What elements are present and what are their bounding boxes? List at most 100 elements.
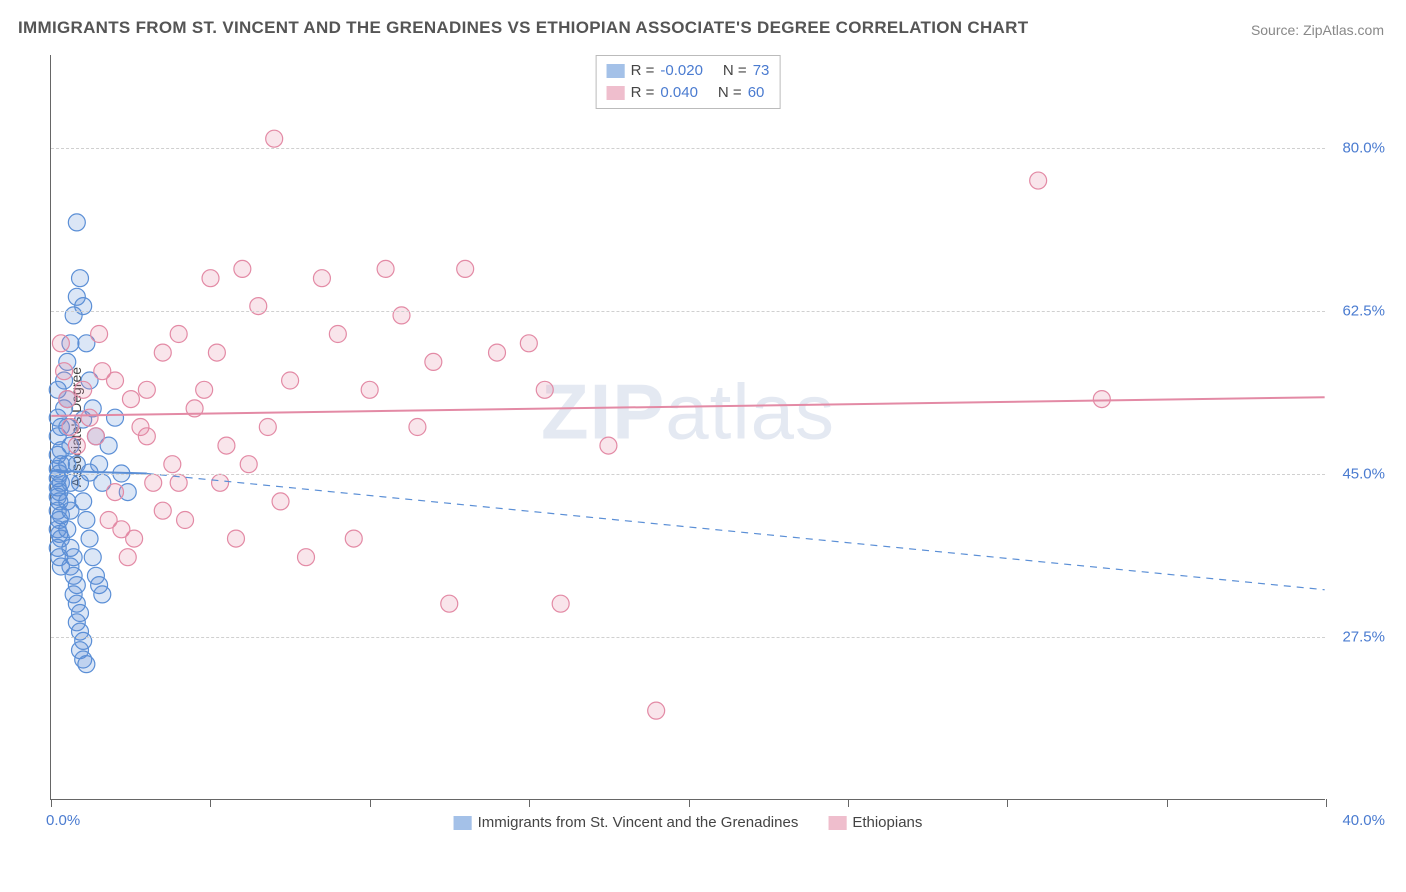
scatter-point [78,656,95,673]
scatter-point [107,484,124,501]
scatter-point [329,326,346,343]
scatter-point [177,512,194,529]
gridline [51,637,1325,638]
scatter-point [425,353,442,370]
scatter-point [94,586,111,603]
scatter-point [75,493,92,510]
scatter-point [218,437,235,454]
scatter-point [298,549,315,566]
scatter-point [1030,172,1047,189]
scatter-point [259,419,276,436]
scatter-point [107,372,124,389]
scatter-point [648,702,665,719]
scatter-point [84,549,101,566]
legend-swatch-1 [607,64,625,78]
xtick [1326,799,1327,807]
legend-bottom-swatch-1 [454,816,472,830]
legend-n-label-2: N = [718,82,742,104]
xlabel-min: 0.0% [46,812,80,829]
scatter-point [59,521,76,538]
xtick [51,799,52,807]
scatter-point [377,260,394,277]
scatter-point [489,344,506,361]
scatter-point [536,381,553,398]
scatter-point [72,270,89,287]
scatter-point [154,502,171,519]
scatter-point [126,530,143,547]
scatter-point [145,474,162,491]
legend-row-1: R = -0.020 N = 73 [607,60,770,82]
legend-bottom-label-2: Ethiopians [852,814,922,831]
xtick [529,799,530,807]
xtick [1167,799,1168,807]
legend-bottom-label-1: Immigrants from St. Vincent and the Gren… [478,814,799,831]
scatter-point [196,381,213,398]
ytick-label: 45.0% [1342,466,1385,483]
legend-bottom-item-1: Immigrants from St. Vincent and the Gren… [454,814,799,831]
scatter-point [266,130,283,147]
legend-row-2: R = 0.040 N = 60 [607,82,770,104]
legend-bottom-swatch-2 [828,816,846,830]
scatter-point [138,428,155,445]
legend-n-val-1: 73 [753,60,770,82]
scatter-point [78,512,95,529]
legend-top: R = -0.020 N = 73 R = 0.040 N = 60 [596,55,781,109]
legend-bottom: Immigrants from St. Vincent and the Gren… [454,814,923,831]
scatter-point [520,335,537,352]
scatter-point [212,474,229,491]
scatter-point [107,409,124,426]
trend-line [51,397,1324,416]
scatter-point [1093,391,1110,408]
scatter-point [91,326,108,343]
scatter-point [56,363,73,380]
scatter-point [68,214,85,231]
legend-r-label-2: R = [631,82,655,104]
scatter-point [154,344,171,361]
plot-svg [51,55,1325,799]
chart-container: IMMIGRANTS FROM ST. VINCENT AND THE GREN… [0,0,1406,892]
scatter-point [52,335,69,352]
xtick [210,799,211,807]
scatter-point [361,381,378,398]
ytick-label: 27.5% [1342,629,1385,646]
scatter-point [68,437,85,454]
source-label: Source: ZipAtlas.com [1251,22,1384,38]
xtick [848,799,849,807]
scatter-point [81,409,98,426]
legend-r-label: R = [631,60,655,82]
legend-n-label: N = [723,60,747,82]
scatter-point [119,549,136,566]
scatter-point [75,381,92,398]
scatter-point [81,530,98,547]
scatter-point [393,307,410,324]
xlabel-max: 40.0% [1342,812,1385,829]
scatter-point [234,260,251,277]
ytick-label: 80.0% [1342,140,1385,157]
scatter-point [164,456,181,473]
xtick [689,799,690,807]
scatter-point [122,391,139,408]
ytick-label: 62.5% [1342,303,1385,320]
legend-r-val-2: 0.040 [660,82,698,104]
xtick [1007,799,1008,807]
scatter-point [138,381,155,398]
scatter-point [441,595,458,612]
scatter-point [59,391,76,408]
scatter-point [600,437,617,454]
legend-bottom-item-2: Ethiopians [828,814,922,831]
scatter-point [272,493,289,510]
legend-swatch-2 [607,86,625,100]
legend-n-val-2: 60 [748,82,765,104]
gridline [51,311,1325,312]
scatter-point [208,344,225,361]
scatter-point [240,456,257,473]
scatter-point [552,595,569,612]
scatter-point [457,260,474,277]
trend-line-extrap [147,474,1325,590]
scatter-point [282,372,299,389]
plot-area: ZIPatlas Associate's Degree R = -0.020 N… [50,55,1325,800]
scatter-point [227,530,244,547]
scatter-point [87,428,104,445]
gridline [51,474,1325,475]
scatter-point [409,419,426,436]
